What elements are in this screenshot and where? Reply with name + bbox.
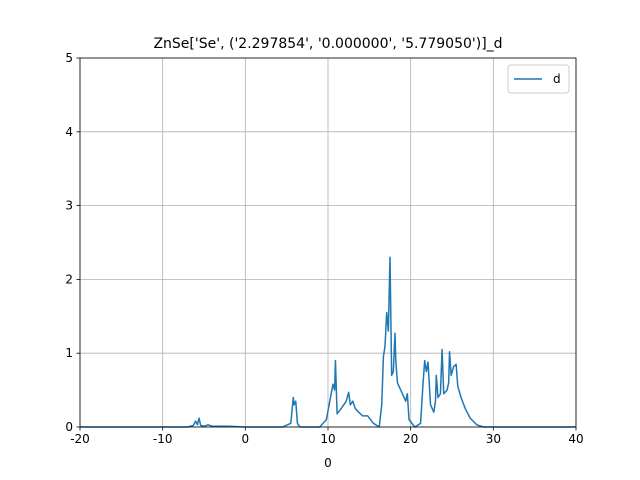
- x-tick-label: 40: [568, 432, 583, 446]
- x-tick-label: 0: [242, 432, 250, 446]
- x-tick-label: -10: [153, 432, 173, 446]
- chart-title: ZnSe['Se', ('2.297854', '0.000000', '5.7…: [153, 36, 502, 52]
- y-tick-label: 2: [65, 272, 73, 286]
- y-tick-label: 1: [65, 346, 73, 360]
- plot-frame: [79, 57, 577, 428]
- y-tick-label: 0: [65, 420, 73, 434]
- y-tick-label: 5: [65, 51, 73, 65]
- x-tick-label: 10: [320, 432, 335, 446]
- x-tick-label: 30: [486, 432, 501, 446]
- x-tick-label: 20: [403, 432, 418, 446]
- x-tick-label: -20: [70, 432, 90, 446]
- legend-label: d: [553, 72, 561, 86]
- line: [80, 256, 576, 428]
- y-tick-label: 3: [65, 199, 73, 213]
- x-axis-label: 0: [324, 456, 332, 470]
- y-tick-label: 4: [65, 125, 73, 139]
